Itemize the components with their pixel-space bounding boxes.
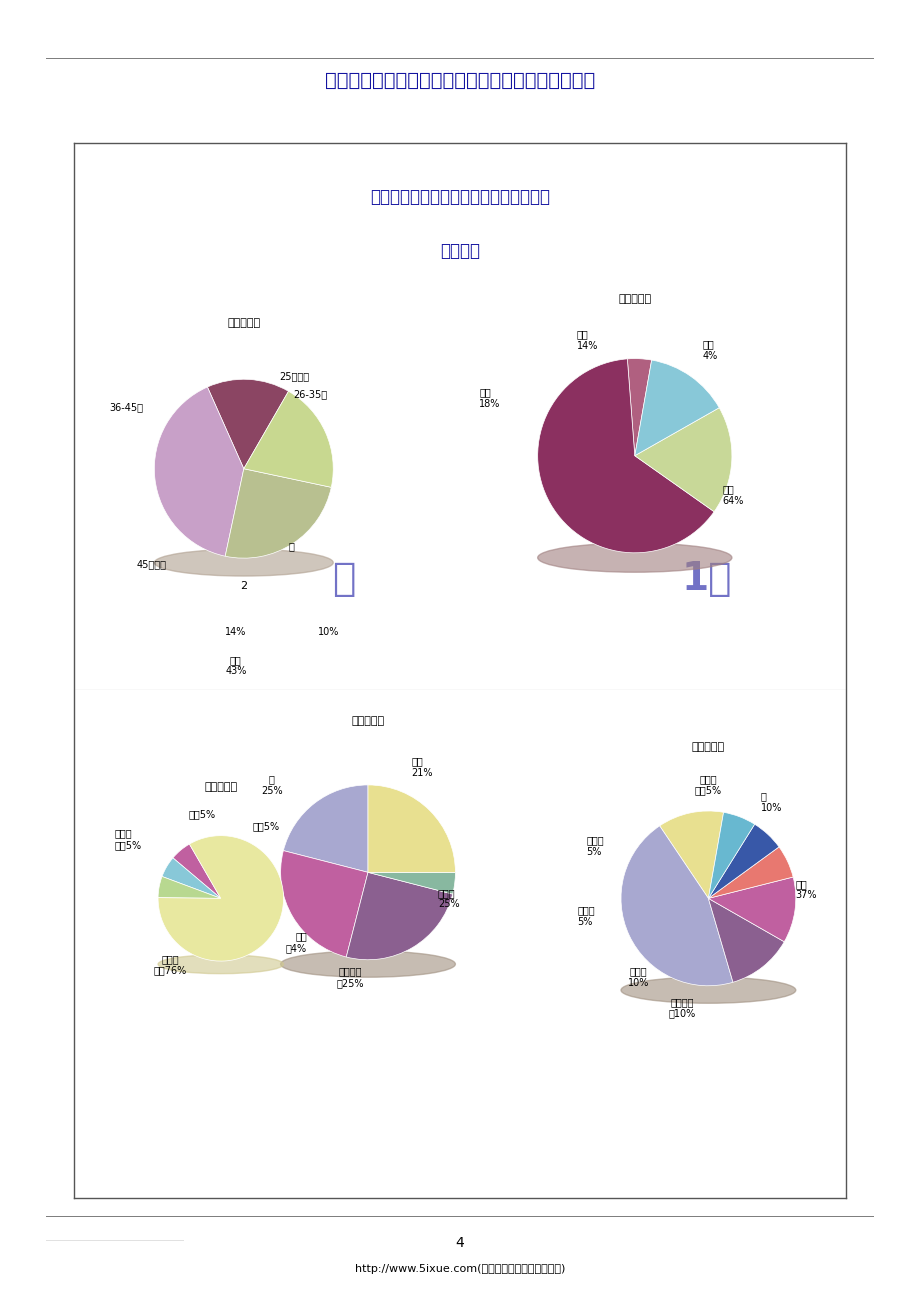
Wedge shape [708,812,754,898]
Ellipse shape [620,976,795,1004]
Ellipse shape [158,954,283,974]
Title: 职称结构图: 职称结构图 [691,742,724,753]
Text: http://www.5ixue.com(海量营销管理培训资料下载): http://www.5ixue.com(海量营销管理培训资料下载) [355,1264,564,1275]
Wedge shape [708,898,783,982]
Text: 10%: 10% [318,628,339,638]
Ellipse shape [154,549,333,575]
Text: 术: 术 [332,560,356,599]
Text: 工程师
10%: 工程师 10% [627,966,649,988]
Text: 工程师
25%: 工程师 25% [437,888,460,909]
Title: 学历结构图: 学历结构图 [618,294,651,303]
Text: 助理工程
师10%: 助理工程 师10% [668,997,695,1018]
Text: 14%: 14% [225,628,246,638]
Text: 术人员学: 术人员学 [439,242,480,260]
Wedge shape [173,844,221,898]
Text: 高工
21%: 高工 21% [412,756,433,779]
Text: 大专
18%: 大专 18% [479,388,500,409]
Text: 26-35岁: 26-35岁 [292,389,327,400]
Text: 政工师
5%: 政工师 5% [577,905,595,927]
Title: 年龄结构图: 年龄结构图 [227,318,260,328]
Text: 无
25%: 无 25% [261,775,282,796]
Text: 助理会
计师5%: 助理会 计师5% [694,773,721,796]
Text: 助理工程
师25%: 助理工程 师25% [336,966,364,988]
Wedge shape [620,825,732,986]
Wedge shape [368,872,455,894]
Text: 岁: 岁 [289,542,294,551]
Text: 中高层管理人员年富力强，但绝大多数技: 中高层管理人员年富力强，但绝大多数技 [369,187,550,206]
Wedge shape [154,387,244,556]
Text: 4: 4 [455,1237,464,1250]
Text: 无
10%: 无 10% [760,792,781,812]
Text: 专业5%: 专业5% [188,809,215,819]
Text: 1学: 1学 [681,560,732,599]
Text: 高工
37%: 高工 37% [795,879,816,901]
Wedge shape [346,872,452,960]
Text: 本科
64%: 本科 64% [721,484,743,506]
Text: 2: 2 [240,582,247,591]
Wedge shape [158,836,283,961]
Wedge shape [283,785,368,872]
Text: 专业结: 专业结 [237,900,255,909]
Wedge shape [244,392,333,487]
Wedge shape [708,824,778,898]
Wedge shape [708,846,792,898]
Wedge shape [225,469,331,559]
Wedge shape [708,878,795,941]
Wedge shape [280,850,368,957]
Text: 36-45岁: 36-45岁 [109,402,143,413]
Text: 管理类
专业5%: 管理类 专业5% [114,828,142,850]
Text: 本科
43%: 本科 43% [225,655,246,677]
Wedge shape [634,408,732,512]
Wedge shape [627,358,651,456]
Text: 45岁以上: 45岁以上 [136,559,166,569]
Title: 专业结构图: 专业结构图 [204,781,237,792]
Ellipse shape [280,950,455,978]
Wedge shape [158,876,221,898]
Wedge shape [162,858,221,898]
Text: 技术
员4%: 技术 员4% [286,931,307,953]
Text: 初中
4%: 初中 4% [702,339,717,361]
Wedge shape [634,361,719,456]
Text: 技术员
5%: 技术员 5% [585,835,603,857]
Text: 中专
14%: 中专 14% [576,329,597,350]
Text: 专业5%: 专业5% [252,822,279,832]
Wedge shape [659,811,722,898]
Text: 25岁以下: 25岁以下 [279,371,310,381]
Wedge shape [537,359,713,553]
Ellipse shape [537,543,732,573]
Text: 技术类
专业76%: 技术类 专业76% [153,954,187,975]
Title: 职称结构图: 职称结构图 [351,716,384,727]
Wedge shape [368,785,455,872]
Wedge shape [207,379,289,469]
Text: 技术队伍年龄结构合理，但教育层次、职称水平偏低: 技术队伍年龄结构合理，但教育层次、职称水平偏低 [324,70,595,90]
